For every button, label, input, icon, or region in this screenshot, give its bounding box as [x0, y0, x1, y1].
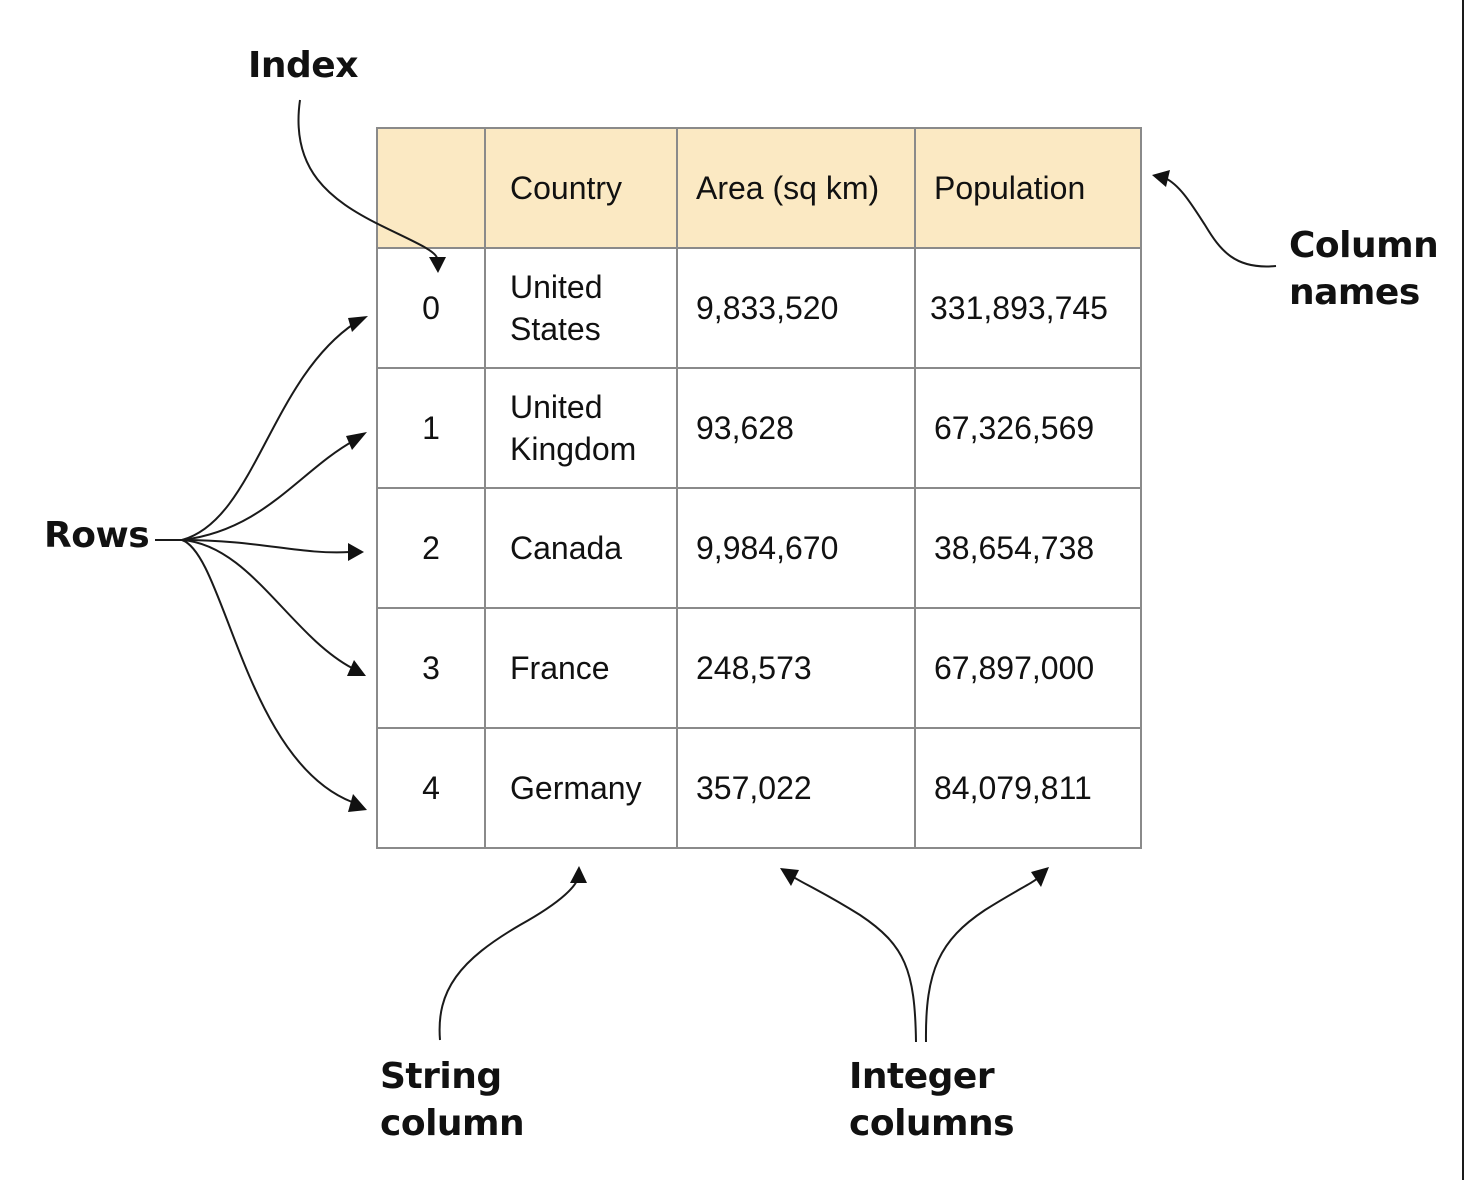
- column-names-label-line-1: Column: [1289, 225, 1439, 266]
- index-label: Index: [248, 45, 358, 86]
- row-index: 0: [376, 247, 486, 369]
- table-row: 2 Canada 9,984,670 38,654,738: [376, 487, 1142, 609]
- integer-columns-label-line-2: columns: [849, 1103, 1015, 1144]
- header-index-cell: [376, 127, 486, 249]
- column-names-label-line-2: names: [1289, 272, 1420, 313]
- dataframe-table: Country Area (sq km) Population 0 United…: [376, 127, 1142, 849]
- rows-arrow-line-1: [181, 439, 356, 541]
- table-row: 3 France 248,573 67,897,000: [376, 607, 1142, 729]
- population-cell: 67,326,569: [914, 367, 1142, 489]
- column-names-arrow-line: [1164, 177, 1277, 268]
- country-line: United: [510, 389, 603, 425]
- column-names-arrowhead: [1152, 170, 1170, 187]
- string-column-arrowhead: [570, 866, 587, 883]
- country-line: Canada: [510, 530, 623, 566]
- country-cell: United States: [484, 247, 678, 369]
- integer-columns-arrowhead-population: [1031, 867, 1049, 887]
- country-line: Kingdom: [510, 431, 637, 467]
- string-column-arrow-line: [438, 877, 579, 1041]
- area-cell: 9,833,520: [676, 247, 916, 369]
- population-cell: 331,893,745: [914, 247, 1142, 369]
- string-column-label-line-2: column: [380, 1103, 525, 1144]
- header-row: Country Area (sq km) Population: [376, 127, 1142, 249]
- header-country: Country: [484, 127, 678, 249]
- header-population: Population: [914, 127, 1142, 249]
- string-column-label: String column: [380, 1053, 525, 1147]
- area-cell: 93,628: [676, 367, 916, 489]
- country-line: States: [510, 311, 601, 347]
- integer-columns-arrow-line-area: [791, 875, 917, 1043]
- integer-columns-label-line-1: Integer: [849, 1056, 995, 1097]
- rows-arrowhead-0: [348, 316, 368, 332]
- string-column-label-line-1: String: [380, 1056, 502, 1097]
- country-line: Germany: [510, 770, 642, 806]
- integer-columns-label: Integer columns: [849, 1053, 1015, 1147]
- country-line: France: [510, 650, 610, 686]
- table-row: 4 Germany 357,022 84,079,811: [376, 727, 1142, 849]
- rows-arrow-line-2: [181, 539, 351, 554]
- row-index: 4: [376, 727, 486, 849]
- area-cell: 357,022: [676, 727, 916, 849]
- rows-arrow-line-0: [181, 322, 356, 541]
- row-index: 3: [376, 607, 486, 729]
- population-cell: 67,897,000: [914, 607, 1142, 729]
- rows-arrowhead-1: [346, 432, 367, 450]
- country-cell: Canada: [484, 487, 678, 609]
- table-row: 1 United Kingdom 93,628 67,326,569: [376, 367, 1142, 489]
- area-cell: 9,984,670: [676, 487, 916, 609]
- integer-columns-arrow-line-population: [924, 875, 1041, 1043]
- rows-arrow-line-4: [181, 539, 353, 803]
- header-area: Area (sq km): [676, 127, 916, 249]
- integer-columns-arrowhead-area: [780, 868, 799, 886]
- rows-arrow-line-3: [181, 539, 353, 669]
- country-line: United: [510, 269, 603, 305]
- country-cell: Germany: [484, 727, 678, 849]
- country-cell: France: [484, 607, 678, 729]
- table-row: 0 United States 9,833,520 331,893,745: [376, 247, 1142, 369]
- rows-arrowhead-4: [348, 794, 367, 812]
- country-cell: United Kingdom: [484, 367, 678, 489]
- column-names-label: Column names: [1289, 222, 1439, 316]
- rows-arrowhead-3: [347, 660, 366, 676]
- population-cell: 38,654,738: [914, 487, 1142, 609]
- rows-arrowhead-2: [348, 543, 364, 561]
- row-index: 2: [376, 487, 486, 609]
- page-edge-rule: [1462, 0, 1464, 1180]
- area-cell: 248,573: [676, 607, 916, 729]
- population-cell: 84,079,811: [914, 727, 1142, 849]
- rows-label: Rows: [44, 515, 150, 556]
- row-index: 1: [376, 367, 486, 489]
